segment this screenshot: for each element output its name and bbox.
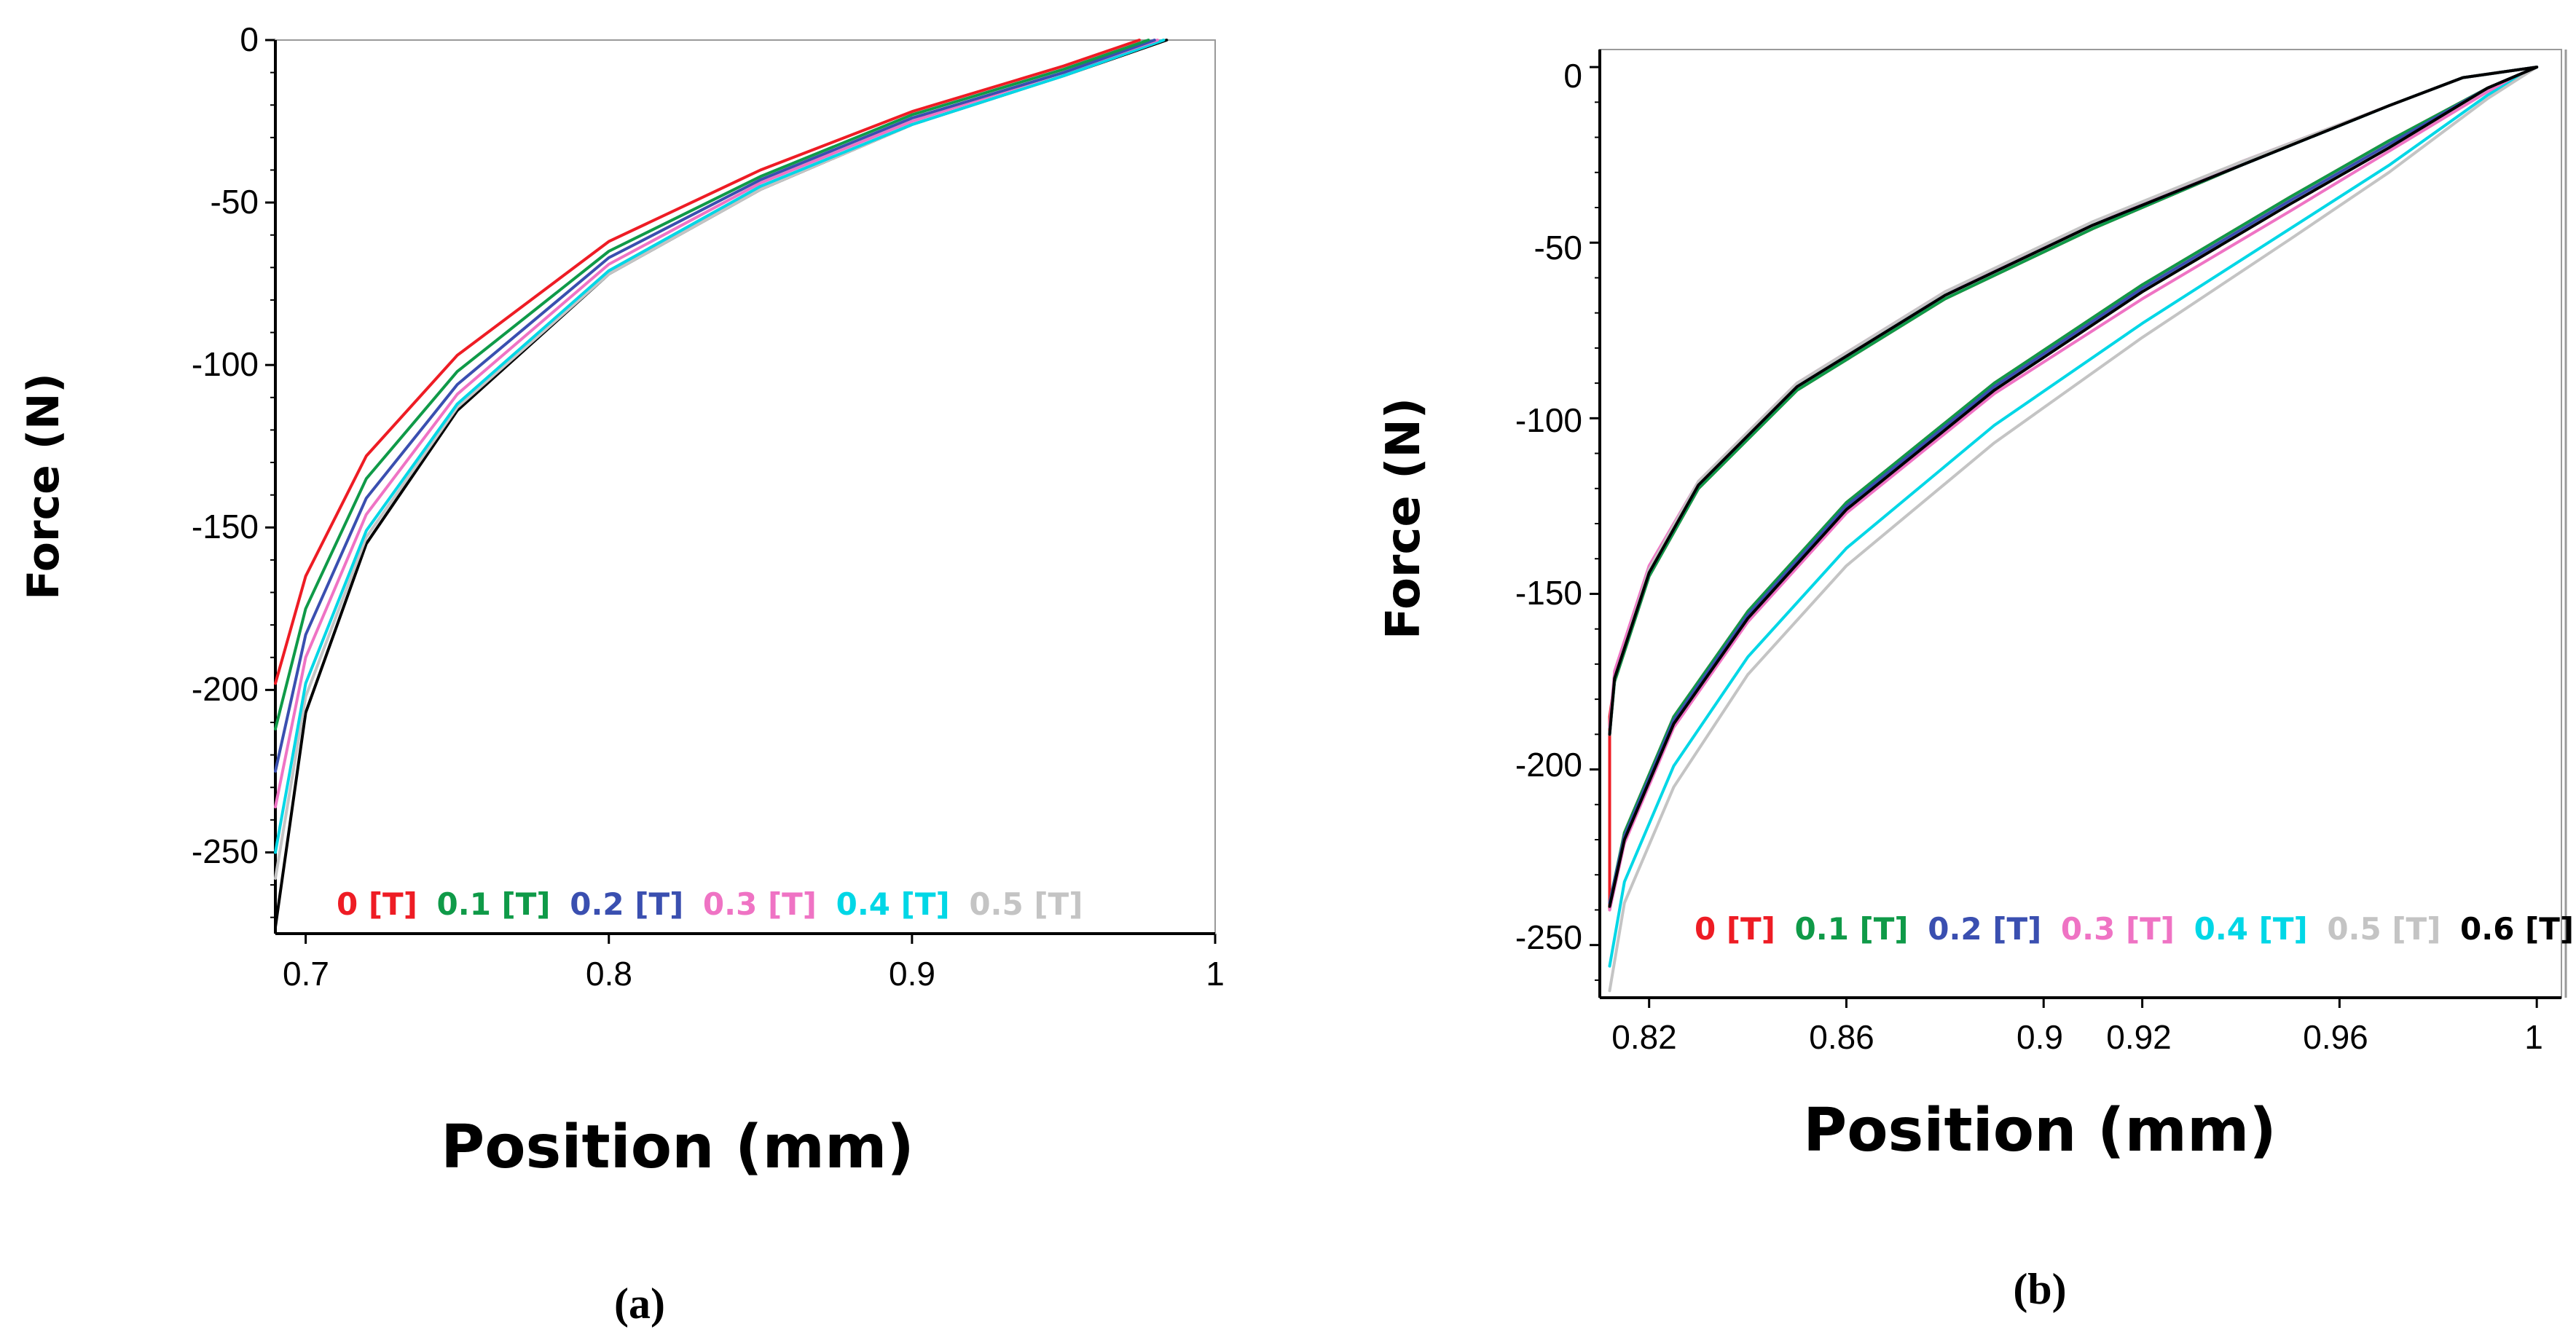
panel-b-x-tick-label: 0.82 — [1611, 1018, 1677, 1056]
panel-b-series-line-2 — [1608, 66, 2539, 904]
panel-b-series-line-6 — [1608, 66, 2539, 908]
panel-b-y-tick-label: -250 — [1515, 918, 1582, 956]
panel-a-x-tick-label: 1 — [1206, 955, 1225, 993]
panel-b-legend-entry: 0.2 [T] — [1928, 911, 2041, 947]
panel-a-y-tick-label: -50 — [211, 183, 259, 221]
panel-a-tick-marks — [265, 39, 1217, 944]
panel-b-y-tick-label: -150 — [1515, 574, 1582, 612]
panel-a-x-tick-label: 0.7 — [283, 955, 329, 993]
panel-a-y-tick-label: -250 — [192, 832, 259, 870]
panel-b-tick-marks — [1590, 66, 2538, 1008]
panel-a: 0 -50 -100 -150 -200 -250 0.7 0.8 0.9 1 … — [18, 20, 1225, 1328]
panel-b-x-tick-label: 1 — [2524, 1018, 2543, 1056]
panel-a-series-line-6 — [274, 39, 1169, 929]
panel-b: 0 -50 -100 -150 -200 -250 0.82 0.86 0.9 … — [1377, 49, 2574, 1313]
panel-b-legend-entry: 0.1 [T] — [1795, 911, 1909, 947]
panel-a-legend-entry: 0.3 [T] — [703, 886, 817, 922]
panel-b-series-line-4 — [1608, 66, 2539, 968]
panel-b-y-tick-label: -200 — [1515, 746, 1582, 784]
panel-b-x-tick-labels: 0.82 0.86 0.9 0.92 0.96 1 — [1611, 1018, 2543, 1056]
panel-b-x-axis-label: Position (mm) — [1803, 1096, 2277, 1165]
panel-b-legend: 0 [T] 0.1 [T] 0.2 [T] 0.3 [T] 0.4 [T] 0.… — [1695, 911, 2574, 947]
panel-b-y-axis-label: Force (N) — [1377, 398, 1431, 639]
panel-b-y-tick-label: 0 — [1563, 57, 1582, 95]
panel-a-plot-frame — [275, 39, 1216, 934]
panel-b-legend-entry: 0 [T] — [1695, 911, 1775, 947]
panel-a-y-tick-label: -150 — [192, 508, 259, 545]
panel-a-legend-entry: 0.1 [T] — [437, 886, 551, 922]
panel-a-series-line-1 — [274, 39, 1150, 730]
panel-a-x-axis-label: Position (mm) — [441, 1113, 914, 1182]
panel-b-caption: (b) — [2013, 1265, 2066, 1313]
panel-a-series-line-0 — [274, 39, 1141, 685]
panel-a-series-line-3 — [274, 39, 1159, 808]
panel-a-caption: (a) — [614, 1280, 665, 1328]
panel-b-x-tick-label: 0.86 — [1809, 1018, 1874, 1056]
panel-b-legend-entry: 0.4 [T] — [2194, 911, 2308, 947]
panel-b-series-line-0 — [1608, 66, 2539, 912]
panel-b-series-line-1 — [1608, 66, 2539, 904]
panel-a-legend-entry: 0 [T] — [337, 886, 417, 922]
panel-a-x-tick-label: 0.9 — [889, 955, 935, 993]
panel-b-y-tick-labels: 0 -50 -100 -150 -200 -250 — [1515, 57, 1582, 956]
panel-a-legend-entry: 0.4 [T] — [836, 886, 950, 922]
panel-b-series-line-5 — [1608, 66, 2539, 993]
panel-b-x-tick-label: 0.92 — [2106, 1018, 2172, 1056]
panel-a-series-line-4 — [274, 39, 1166, 854]
panel-a-legend-entry: 0.5 [T] — [969, 886, 1083, 922]
panel-b-plot-frame — [1599, 49, 2562, 998]
panel-a-y-tick-label: 0 — [240, 20, 259, 58]
panel-a-y-axis-label: Force (N) — [18, 373, 69, 600]
panel-b-legend-entry: 0.5 [T] — [2327, 911, 2440, 947]
panel-b-x-tick-label: 0.9 — [2017, 1018, 2063, 1056]
panel-b-series-line-3 — [1608, 66, 2539, 912]
panel-b-y-tick-label: -50 — [1534, 229, 1582, 267]
panel-a-series-line-2 — [274, 39, 1156, 773]
panel-a-y-tick-labels: 0 -50 -100 -150 -200 -250 — [192, 20, 259, 870]
panel-b-y-tick-label: -100 — [1515, 401, 1582, 439]
panel-a-x-tick-label: 0.8 — [586, 955, 632, 993]
panel-a-x-tick-labels: 0.7 0.8 0.9 1 — [283, 955, 1225, 993]
panel-b-legend-entry: 0.6 [T] — [2460, 911, 2574, 947]
panel-b-series-group — [1608, 66, 2539, 993]
panel-b-legend-entry: 0.3 [T] — [2061, 911, 2175, 947]
panel-a-legend: 0 [T] 0.1 [T] 0.2 [T] 0.3 [T] 0.4 [T] 0.… — [337, 886, 1083, 922]
panel-b-x-tick-label: 0.96 — [2303, 1018, 2368, 1056]
panel-a-y-tick-label: -100 — [192, 345, 259, 383]
panel-a-series-group — [274, 39, 1169, 929]
panel-a-y-tick-label: -200 — [192, 670, 259, 708]
panel-a-legend-entry: 0.2 [T] — [570, 886, 683, 922]
